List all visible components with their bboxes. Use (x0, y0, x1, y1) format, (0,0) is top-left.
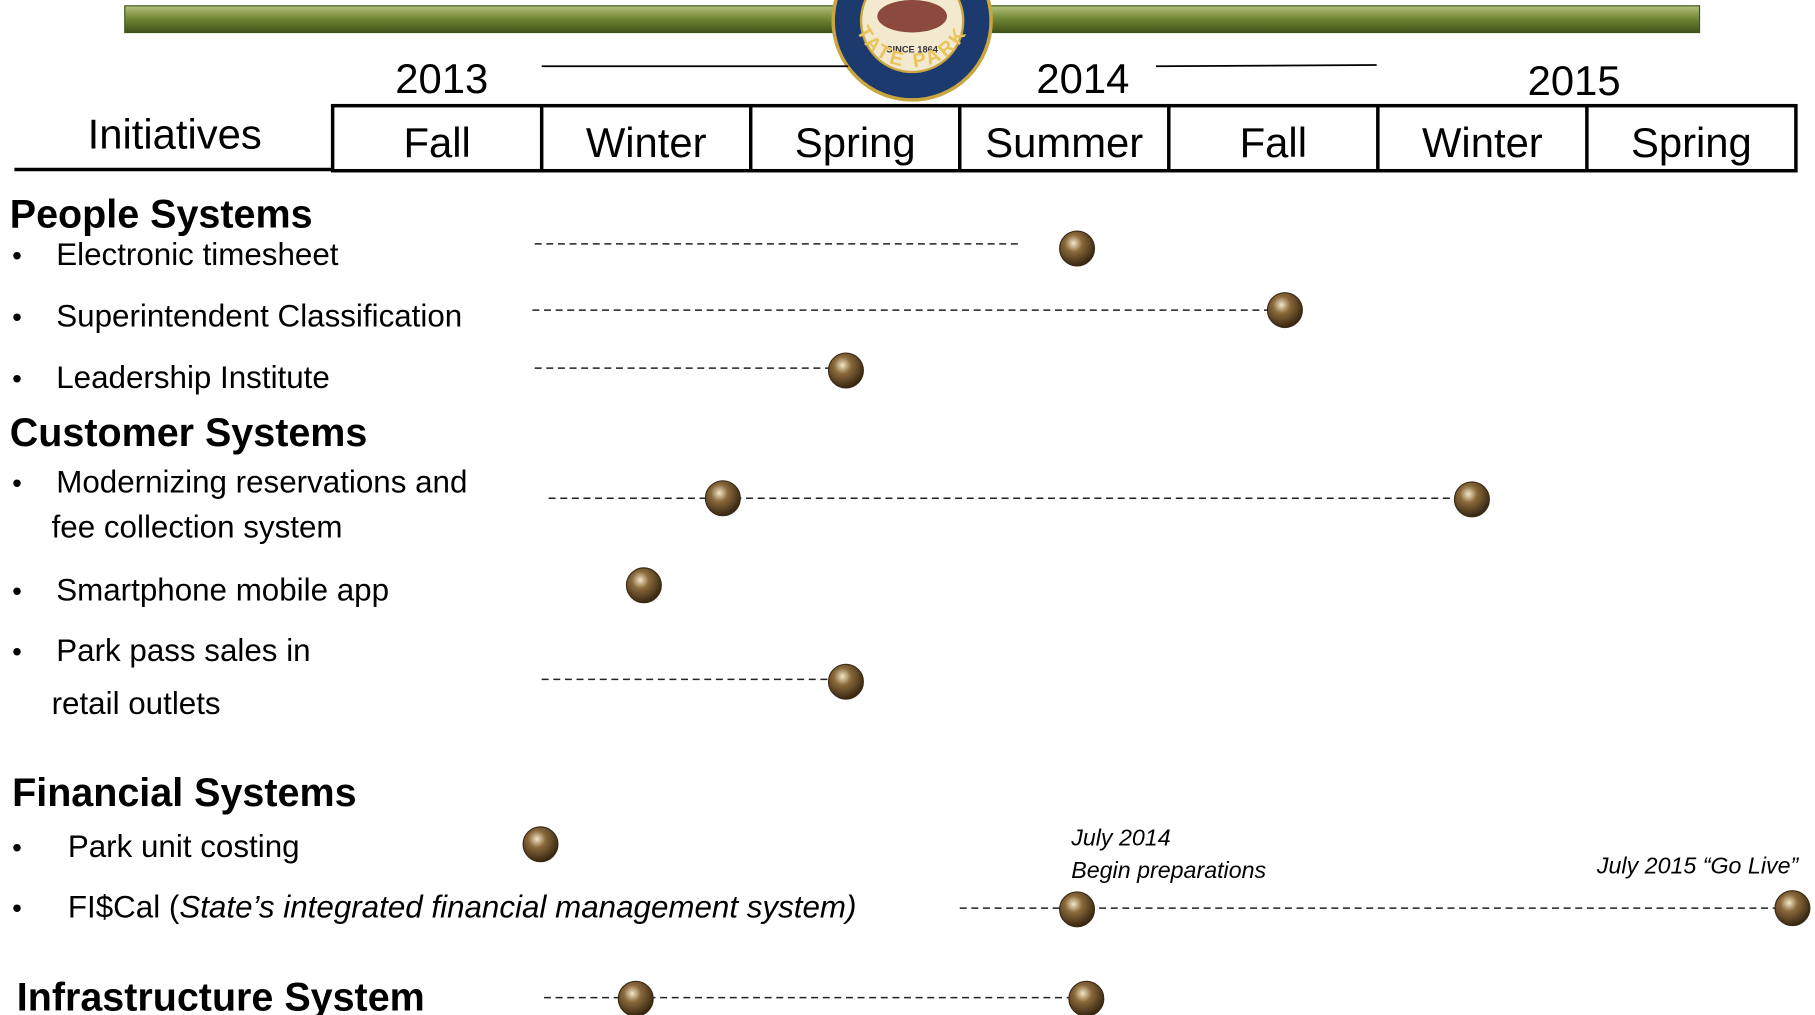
bullet: • (12, 363, 22, 394)
milestone (704, 480, 741, 517)
annotation: July 2015 “Go Live” (1596, 852, 1800, 878)
year-line (1156, 64, 1377, 68)
item-label: Leadership Institute (56, 360, 330, 395)
milestone (522, 826, 559, 863)
item-label: FI$Cal (State’s integrated financial man… (68, 889, 857, 924)
annotation: July 2014 (1070, 824, 1170, 850)
milestone (1059, 230, 1096, 267)
logo-since: SINCE 1864 (886, 44, 938, 54)
season-label: Fall (403, 119, 470, 166)
bullet: • (12, 832, 22, 863)
bullet: • (12, 636, 22, 667)
milestone (1266, 292, 1303, 329)
milestone (1774, 890, 1811, 927)
milestone (1068, 980, 1105, 1015)
milestone (625, 567, 662, 604)
bullet: • (12, 240, 22, 271)
bullet: • (12, 467, 22, 498)
item-label: Modernizing reservations and (56, 464, 467, 499)
milestone (827, 663, 864, 700)
item-label: Smartphone mobile app (56, 572, 389, 607)
item-part: FI$Cal ( (68, 889, 180, 924)
milestone (617, 980, 654, 1015)
season-table (330, 103, 1798, 173)
item-label: fee collection system (52, 510, 343, 545)
bullet: • (12, 301, 22, 332)
initiatives-label: Initiatives (88, 111, 262, 158)
item-label: Park unit costing (68, 829, 300, 864)
milestone (1059, 891, 1096, 928)
year-label: 2014 (1036, 55, 1129, 102)
item-label: Park pass sales in (56, 633, 310, 668)
group-title: Customer Systems (10, 411, 368, 455)
season-label: Winter (1422, 119, 1543, 166)
item-label: retail outlets (52, 686, 221, 721)
year-label: 2013 (395, 55, 488, 102)
item-label: Superintendent Classification (56, 298, 462, 333)
bullet: • (12, 575, 22, 606)
item-label: Electronic timesheet (56, 237, 339, 272)
annotation: Begin preparations (1071, 857, 1266, 883)
item-part: State’s integrated financial management … (179, 889, 856, 924)
group-title: People Systems (10, 193, 313, 237)
group-title: Financial Systems (12, 771, 356, 815)
milestone (1453, 481, 1490, 518)
group-title: Infrastructure System (17, 975, 425, 1015)
bullet: • (12, 892, 22, 923)
season-label: Winter (586, 119, 707, 166)
season-label: Spring (795, 119, 916, 166)
milestone (827, 352, 864, 389)
year-label: 2015 (1528, 57, 1621, 104)
season-label: Summer (985, 119, 1143, 166)
season-label: Fall (1240, 119, 1307, 166)
season-label: Spring (1631, 119, 1752, 166)
